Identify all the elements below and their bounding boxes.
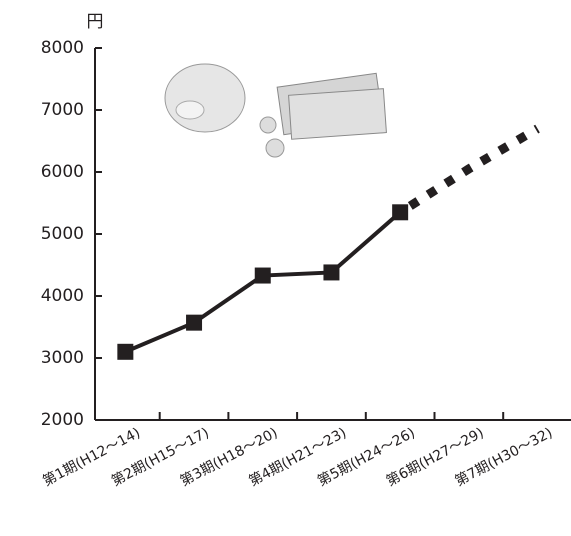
y-tick-label: 6000 [41,162,84,182]
unit-label: 円 [87,12,104,32]
y-tick-label: 8000 [41,38,84,58]
point [254,267,271,284]
y-tick-label: 2000 [41,410,84,430]
y-tick-label: 3000 [41,348,84,368]
y-tick-label: 4000 [41,286,84,306]
y-tick-label: 5000 [41,224,84,244]
illustration [164,63,387,158]
point [186,314,203,331]
point [392,204,409,221]
point [323,264,340,281]
projection-line [397,124,540,217]
y-tick-label: 7000 [41,100,84,120]
point [117,343,134,360]
